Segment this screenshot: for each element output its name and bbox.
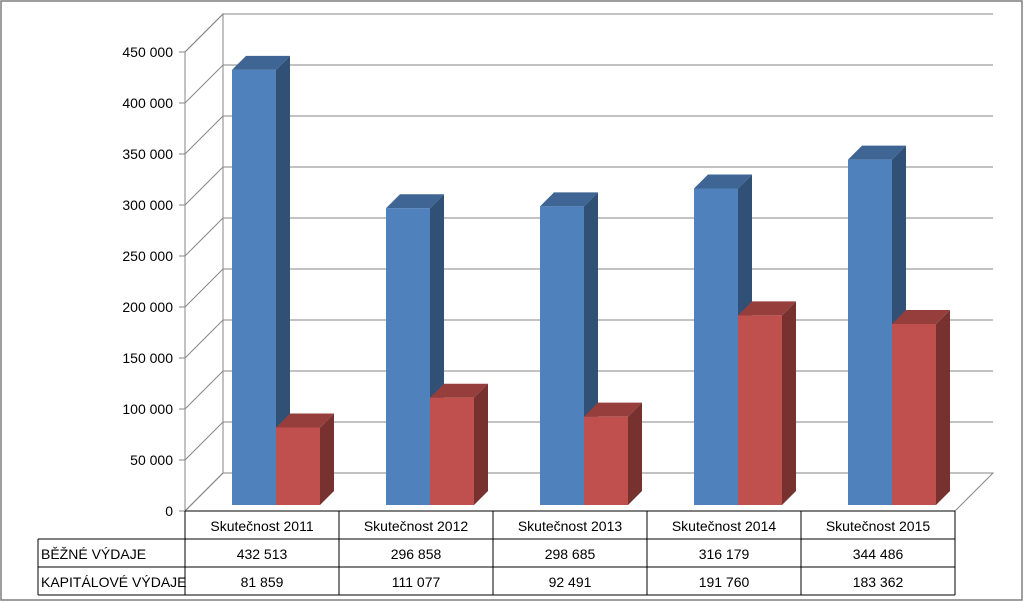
bar-bezne-1 [232,55,290,506]
category-label: Skutečnost 2015 [826,518,931,534]
y-tick-label: 50 000 [130,452,173,468]
y-tick-label: 150 000 [122,350,173,366]
category-label: Skutečnost 2014 [672,518,777,534]
data-label: 296 858 [391,546,442,562]
y-tick-label: 200 000 [122,299,173,315]
bars [232,55,950,506]
category-label: Skutečnost 2011 [210,518,313,534]
data-label: 183 362 [853,574,904,590]
bar-kapitalove-2 [430,383,488,505]
gridline [184,64,993,104]
y-tick-label: 100 000 [122,401,173,417]
data-label: 298 685 [545,546,596,562]
bar-kapitalove-5 [892,309,950,505]
y-tick-label: 0 [165,503,173,519]
y-tick-label: 400 000 [122,95,173,111]
data-label: 191 760 [699,574,750,590]
gridline [184,115,993,155]
y-tick-label: 350 000 [122,146,173,162]
y-tick-label: 300 000 [122,197,173,213]
data-label: 92 491 [549,574,592,590]
bar-kapitalove-4 [738,301,796,505]
bar-kapitalove-1 [276,413,334,505]
data-label: 316 179 [699,546,750,562]
bar-kapitalove-3 [584,402,642,505]
y-tick-label: 250 000 [122,248,173,264]
data-label: 432 513 [237,546,288,562]
data-table: Skutečnost 2011 Skutečnost 2012 Skutečnost… [37,510,956,596]
gridline [184,13,993,53]
gridline [184,166,993,206]
y-axis-ticks: 0 50 000 100 000 150 000 200 000 250 000 300 0… [122,44,186,519]
data-label: 111 077 [392,574,441,590]
legend-entry-bezne: BĚŽNÉ VÝDAJE [41,546,146,562]
y-tick-label: 450 000 [122,44,173,60]
legend-entry-kapitalove: KAPITÁLOVÉ VÝDAJE [41,574,187,590]
category-label: Skutečnost 2013 [518,518,623,534]
category-label: Skutečnost 2012 [364,518,469,534]
data-label: 344 486 [853,546,904,562]
data-label: 81 859 [241,574,284,590]
